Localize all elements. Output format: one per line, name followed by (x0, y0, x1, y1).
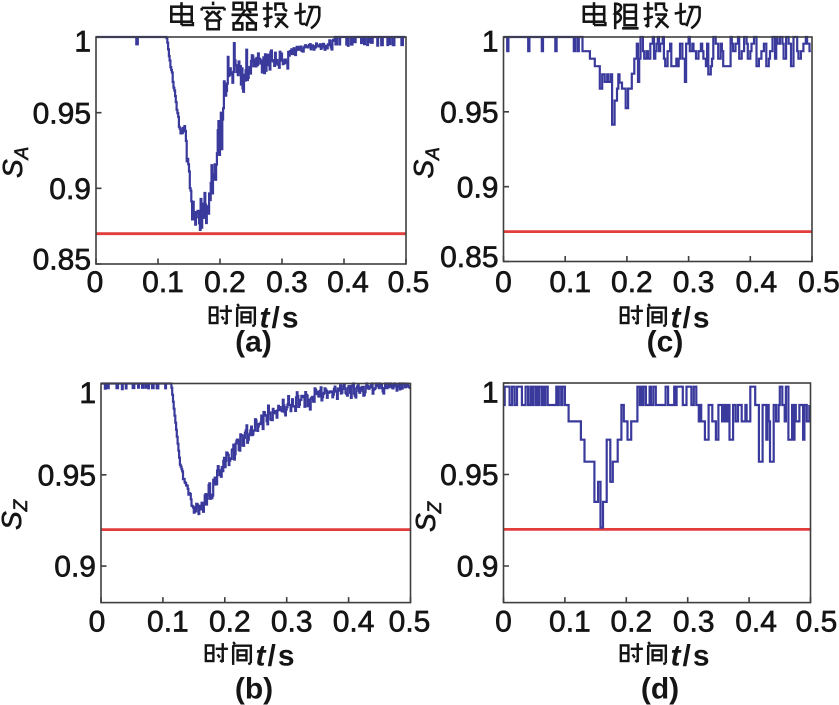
svg-text:0.95: 0.95 (38, 459, 96, 492)
svg-text:0.3: 0.3 (673, 266, 715, 299)
svg-text:0.9: 0.9 (54, 551, 96, 584)
svg-text:0: 0 (87, 266, 104, 299)
svg-text:t/s: t/s (256, 640, 297, 673)
svg-text:1: 1 (482, 26, 499, 59)
svg-text:0.2: 0.2 (610, 606, 652, 639)
svg-text:0.5: 0.5 (388, 266, 430, 299)
svg-text:t/s: t/s (260, 302, 301, 335)
svg-text:0.2: 0.2 (611, 266, 653, 299)
svg-text:SZ: SZ (0, 498, 32, 530)
svg-text:0.85: 0.85 (33, 244, 91, 277)
svg-text:0.1: 0.1 (142, 266, 184, 299)
svg-text:0.95: 0.95 (440, 96, 498, 129)
svg-text:0.5: 0.5 (389, 606, 431, 639)
svg-text:0.1: 0.1 (549, 266, 591, 299)
svg-text:0.2: 0.2 (204, 266, 246, 299)
svg-text:(a): (a) (235, 326, 272, 359)
svg-text:0.3: 0.3 (673, 606, 715, 639)
svg-text:0: 0 (495, 266, 512, 299)
svg-text:0.85: 0.85 (440, 241, 498, 274)
svg-text:0.2: 0.2 (209, 606, 251, 639)
svg-text:0.9: 0.9 (49, 173, 91, 206)
svg-text:(d): (d) (641, 673, 679, 705)
svg-text:0.5: 0.5 (796, 606, 838, 639)
svg-text:0.4: 0.4 (735, 266, 777, 299)
svg-text:0.9: 0.9 (457, 171, 499, 204)
svg-text:0: 0 (495, 606, 512, 639)
svg-text:0.9: 0.9 (457, 551, 499, 584)
svg-text:0.3: 0.3 (271, 606, 313, 639)
svg-text:t/s: t/s (671, 302, 712, 335)
svg-text:0.95: 0.95 (440, 459, 498, 492)
svg-text:0: 0 (89, 606, 106, 639)
svg-text:SZ: SZ (410, 500, 446, 532)
svg-text:0.1: 0.1 (147, 606, 189, 639)
svg-text:0.4: 0.4 (735, 606, 777, 639)
svg-text:0.3: 0.3 (266, 266, 308, 299)
svg-text:0.4: 0.4 (333, 606, 375, 639)
svg-text:(b): (b) (235, 673, 273, 705)
svg-text:0.5: 0.5 (798, 266, 839, 299)
svg-text:0.1: 0.1 (549, 606, 591, 639)
svg-text:1: 1 (74, 26, 91, 59)
svg-text:0.95: 0.95 (33, 97, 91, 130)
svg-text:0.4: 0.4 (327, 266, 369, 299)
svg-text:1: 1 (482, 377, 499, 410)
svg-text:t/s: t/s (671, 640, 712, 673)
svg-text:(c): (c) (647, 326, 684, 359)
svg-text:1: 1 (79, 377, 96, 410)
